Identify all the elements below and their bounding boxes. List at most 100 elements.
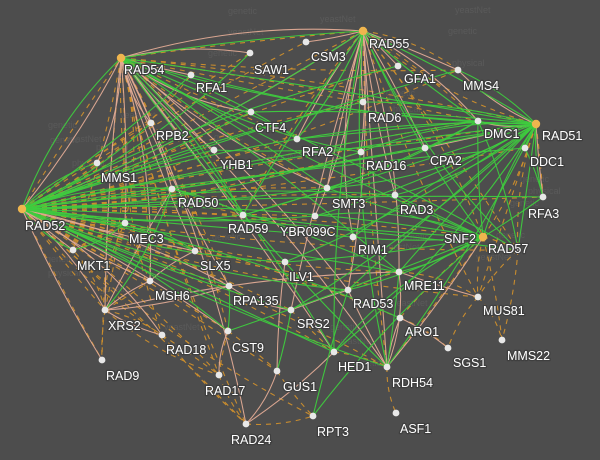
edge-genetic <box>21 65 399 210</box>
edge-yeastnet <box>21 208 229 332</box>
node-mms4[interactable] <box>454 66 462 74</box>
node-label-rad18: RAD18 <box>166 343 206 357</box>
watermark-layer: geneticyeastNetgeneticyeastNetgeneticphy… <box>46 5 561 368</box>
node-asf1[interactable] <box>392 409 400 417</box>
edge-genetic <box>124 222 151 282</box>
node-rad52[interactable] <box>17 204 27 214</box>
node-rad53[interactable] <box>344 286 352 294</box>
node-gfa1[interactable] <box>394 62 402 70</box>
node-rad6[interactable] <box>359 98 367 106</box>
node-label-ddc1: DDC1 <box>530 155 564 169</box>
edge-genetic <box>21 187 328 210</box>
edge-yeastnet <box>477 120 519 251</box>
node-label-rad9: RAD9 <box>106 369 139 383</box>
node-rim1[interactable] <box>349 233 357 241</box>
node-ctf4[interactable] <box>247 108 255 116</box>
node-label-cpa2: CPA2 <box>430 154 462 168</box>
node-msh6[interactable] <box>146 277 154 285</box>
node-label-mre11: MRE11 <box>404 279 445 293</box>
node-rad24[interactable] <box>242 420 250 428</box>
node-rad50[interactable] <box>168 185 176 193</box>
node-hed1[interactable] <box>330 348 338 356</box>
node-rad16[interactable] <box>357 148 365 156</box>
node-smt3[interactable] <box>323 184 331 192</box>
node-rad17[interactable] <box>215 371 223 379</box>
edge-genetic <box>347 271 400 291</box>
watermark-text: physical <box>48 268 81 278</box>
node-aro1[interactable] <box>396 314 404 322</box>
node-label-mec3: MEC3 <box>129 232 164 246</box>
node-rfa2[interactable] <box>293 135 301 143</box>
edge-yeastnet <box>352 236 484 241</box>
node-mus81[interactable] <box>474 293 482 301</box>
node-rfa3[interactable] <box>539 193 547 201</box>
node-srs2[interactable] <box>287 306 295 314</box>
edge-yeastnet <box>296 120 479 140</box>
node-gus1[interactable] <box>273 367 281 375</box>
edge-yeastnet <box>457 69 537 125</box>
edge-physical <box>120 57 328 189</box>
node-mkt1[interactable] <box>69 246 77 254</box>
edge-physical <box>290 30 364 311</box>
node-label-hed1: HED1 <box>338 360 371 374</box>
node-mre11[interactable] <box>395 268 403 276</box>
node-mms1[interactable] <box>93 159 101 167</box>
edge-yeastnet <box>21 208 196 252</box>
edge-genetic <box>101 309 106 361</box>
edge-yeastnet <box>21 208 349 291</box>
node-xrs2[interactable] <box>101 306 109 314</box>
edge-genetic <box>501 249 519 341</box>
edge-genetic <box>21 208 401 319</box>
node-rad55[interactable] <box>358 26 368 36</box>
node-cst9[interactable] <box>224 327 232 335</box>
node-rad54[interactable] <box>116 53 126 63</box>
node-label-rad54: RAD54 <box>124 63 164 77</box>
node-rpa135[interactable] <box>225 282 233 290</box>
node-sgs1[interactable] <box>444 344 452 352</box>
node-yhb1[interactable] <box>210 146 218 154</box>
node-rad57[interactable] <box>514 246 522 254</box>
watermark-text: genetic <box>48 120 78 130</box>
edge-yeastnet <box>312 289 349 417</box>
node-rad18[interactable] <box>158 331 166 339</box>
node-cpa2[interactable] <box>421 144 429 152</box>
node-rad9[interactable] <box>98 356 106 364</box>
node-saw1[interactable] <box>246 49 254 57</box>
node-label-rad57: RAD57 <box>488 242 528 256</box>
node-label-rad3: RAD3 <box>400 203 433 217</box>
node-rpb2[interactable] <box>147 119 155 127</box>
edge-genetic <box>477 123 537 298</box>
node-rdh54[interactable] <box>383 363 391 371</box>
node-mec3[interactable] <box>121 219 129 227</box>
node-rad51[interactable] <box>531 119 541 129</box>
edge-genetic <box>290 309 335 353</box>
node-mms22[interactable] <box>498 336 506 344</box>
node-dmc1[interactable] <box>474 117 482 125</box>
edge-genetic <box>120 57 135 224</box>
edge-genetic <box>477 296 503 341</box>
edge-genetic <box>276 370 314 417</box>
edge-physical <box>104 285 230 311</box>
edge-yeastnet <box>21 195 544 210</box>
node-layer[interactable] <box>17 26 547 428</box>
edge-physical <box>344 30 364 238</box>
node-snf2[interactable] <box>478 232 488 242</box>
node-slx5[interactable] <box>191 247 199 255</box>
node-ddc1[interactable] <box>521 144 529 152</box>
node-rad3[interactable] <box>391 191 399 199</box>
node-ilv1[interactable] <box>281 258 289 266</box>
node-rfa1[interactable] <box>187 71 195 79</box>
edge-yeastnet <box>21 208 401 319</box>
edge-physical <box>21 208 163 336</box>
edge-physical <box>362 30 400 273</box>
node-rad59[interactable] <box>239 211 247 219</box>
edge-genetic <box>218 374 247 425</box>
edge-yeastnet <box>333 30 364 353</box>
node-csm3[interactable] <box>302 38 310 46</box>
watermark-text: genetic <box>496 230 526 240</box>
node-rpt3[interactable] <box>309 412 317 420</box>
edge-physical <box>120 57 247 425</box>
node-ybr099c[interactable] <box>311 212 319 220</box>
